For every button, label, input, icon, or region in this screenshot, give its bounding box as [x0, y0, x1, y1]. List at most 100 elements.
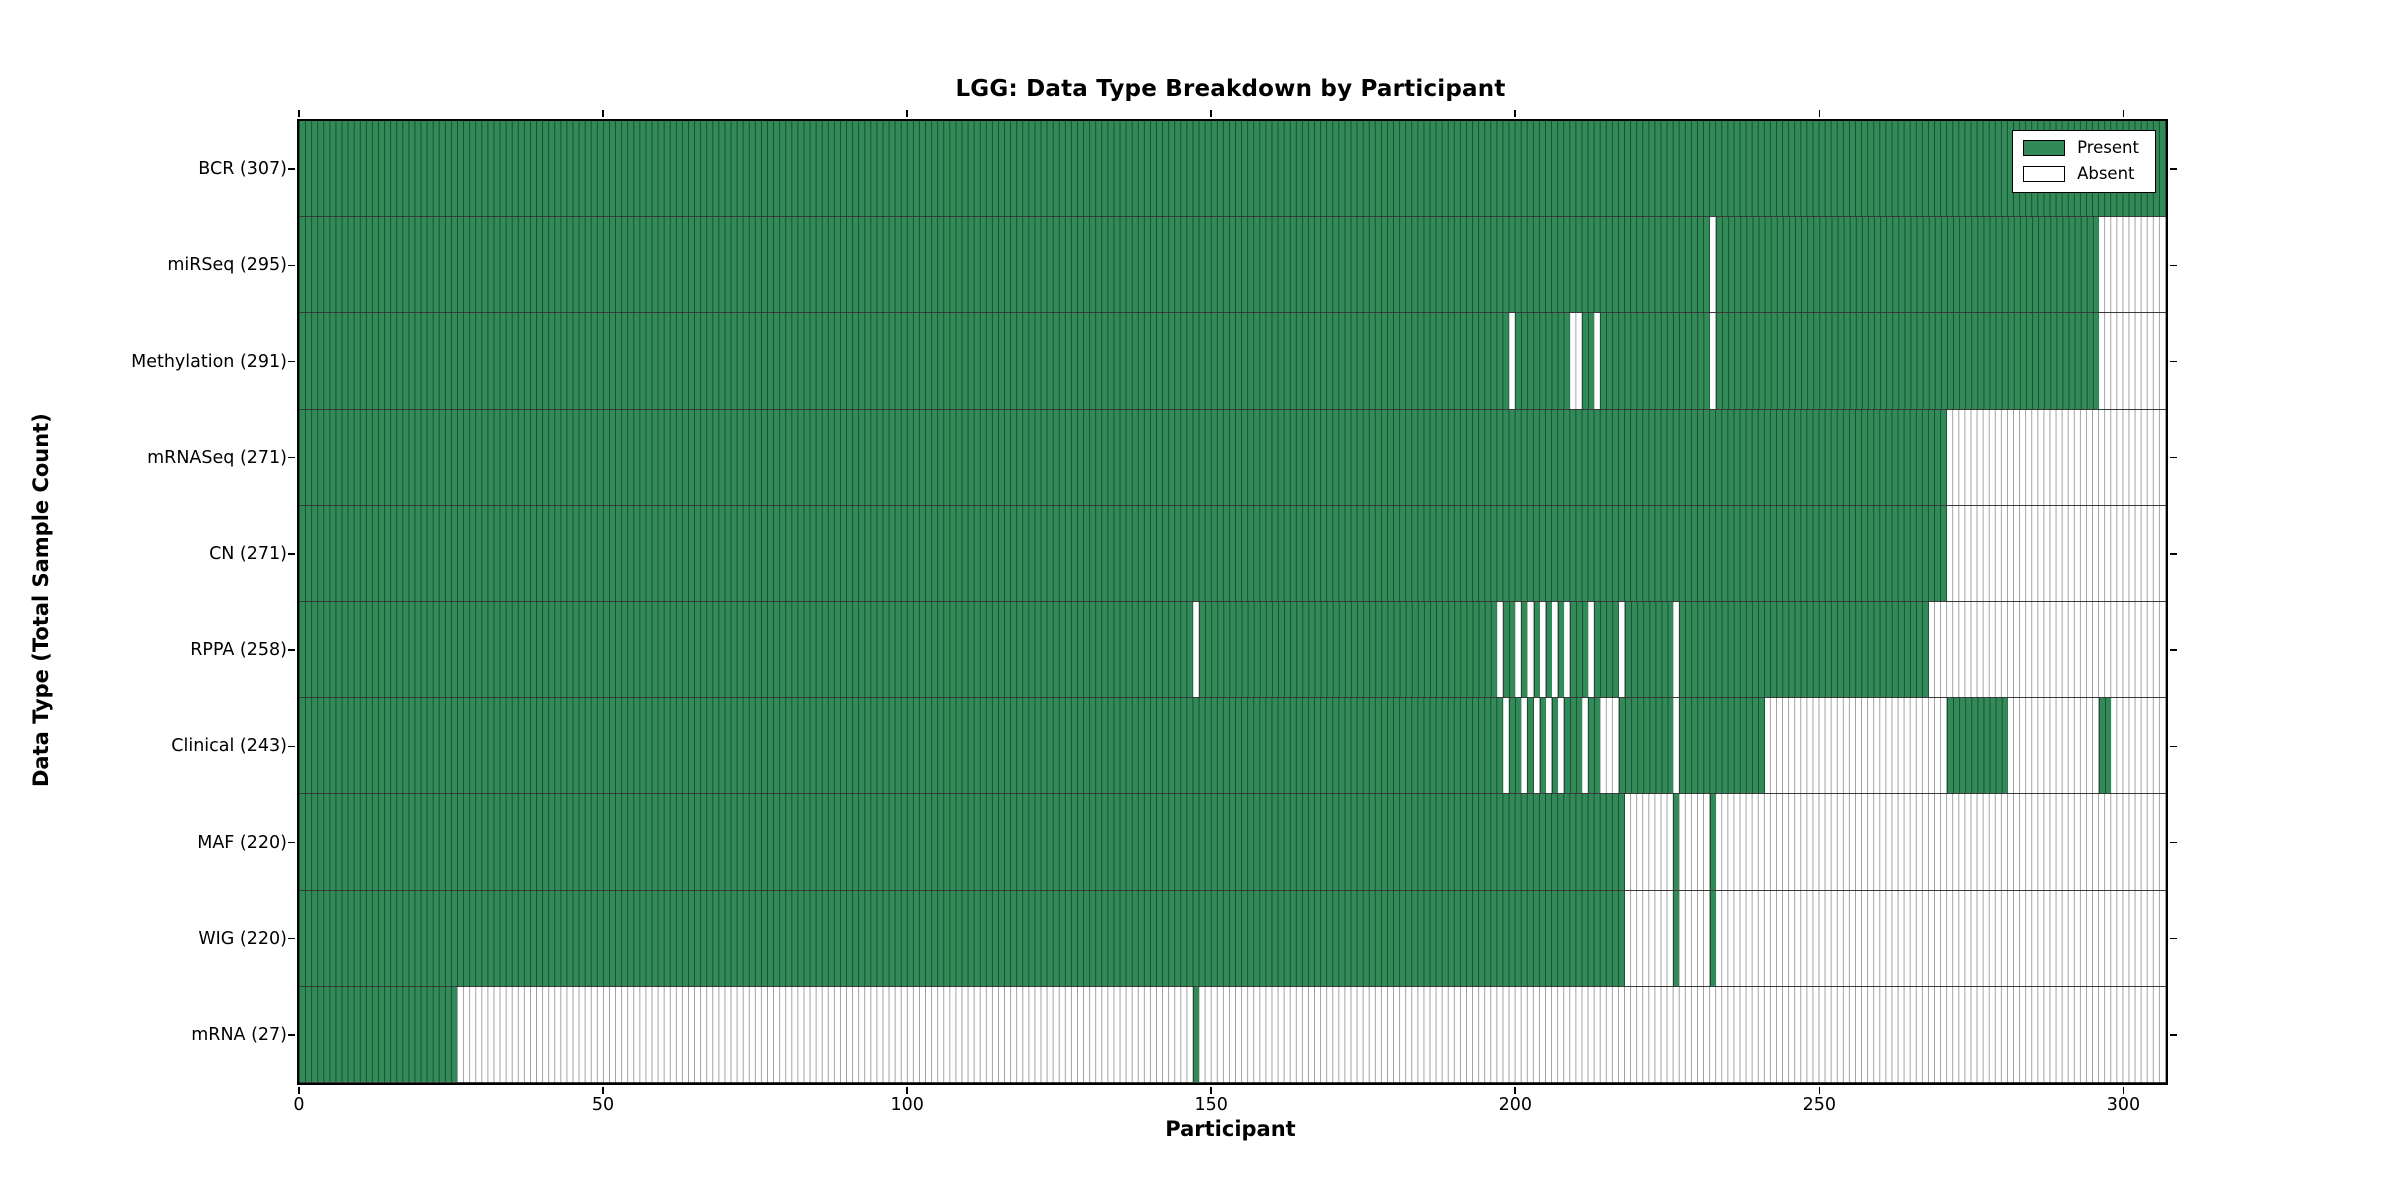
legend-item-present: Present	[2023, 138, 2143, 157]
x-tick-mark	[1514, 1087, 1517, 1094]
x-tick-mark	[298, 110, 300, 117]
present-segment	[2099, 698, 2112, 794]
y-tick-mark	[288, 168, 295, 170]
x-tick-mark	[906, 110, 908, 117]
present-segment	[1533, 602, 1540, 698]
present-segment	[299, 986, 458, 1082]
y-tick-mark	[288, 553, 295, 555]
y-tick-mark	[2170, 1034, 2177, 1036]
heatmap-row-BCR	[299, 121, 2166, 218]
y-tick-mark	[2170, 168, 2177, 170]
present-segment	[299, 217, 1710, 313]
legend-present-patch	[2023, 140, 2066, 157]
present-segment	[1192, 986, 1200, 1082]
present-segment	[1947, 698, 2008, 794]
y-tick-mark	[288, 360, 295, 363]
present-segment	[1509, 698, 1522, 794]
present-segment	[299, 602, 1193, 698]
y-tick-mark	[288, 1034, 295, 1036]
x-tick-label-300: 300	[2106, 1095, 2141, 1115]
present-segment	[1600, 313, 1710, 409]
y-tick-mark	[2170, 456, 2177, 459]
present-segment	[299, 698, 1504, 794]
heatmap-row-miRSeq	[299, 217, 2166, 314]
present-segment	[1624, 602, 1674, 698]
x-tick-mark	[1818, 110, 1821, 117]
present-segment	[1199, 602, 1498, 698]
x-tick-label-50: 50	[591, 1095, 615, 1115]
present-segment	[299, 409, 1948, 505]
present-segment	[1503, 602, 1516, 698]
y-tick-mark	[288, 456, 295, 459]
y-tick-label-MAF: MAF (220)	[197, 832, 287, 853]
y-tick-mark	[2170, 841, 2177, 844]
present-segment	[1563, 698, 1583, 794]
legend-present-label: Present	[2077, 138, 2139, 157]
x-tick-mark	[906, 1087, 908, 1094]
x-tick-label-100: 100	[890, 1095, 924, 1115]
y-tick-mark	[288, 745, 295, 748]
y-tick-label-Clinical: Clinical (243)	[171, 736, 287, 757]
present-segment	[1527, 698, 1534, 794]
present-segment	[1594, 602, 1619, 698]
y-tick-mark	[288, 841, 295, 844]
y-tick-label-WIG: WIG (220)	[198, 928, 287, 949]
present-segment	[1551, 698, 1558, 794]
heatmap-row-mRNA	[299, 986, 2166, 1083]
x-axis-label: Participant	[1165, 1117, 1296, 1141]
present-segment	[1679, 698, 1765, 794]
legend-item-absent: Absent	[2023, 163, 2143, 183]
heatmap-row-RPPA	[299, 602, 2166, 699]
present-segment	[1709, 890, 1716, 986]
heatmap-row-CN	[299, 505, 2166, 602]
legend: Present Absent	[2012, 130, 2156, 193]
x-tick-mark	[1210, 1087, 1212, 1094]
present-segment	[1515, 313, 1570, 409]
y-tick-mark	[2170, 553, 2177, 555]
y-tick-label-RPPA: RPPA (258)	[190, 640, 287, 661]
present-segment	[1570, 602, 1589, 698]
present-segment	[1521, 602, 1528, 698]
heatmap-row-mRNASeq	[299, 409, 2166, 506]
y-tick-mark	[288, 649, 295, 651]
y-tick-label-BCR: BCR (307)	[198, 159, 287, 180]
y-tick-label-mRNASeq: mRNASeq (271)	[147, 447, 287, 468]
x-tick-mark	[602, 1087, 604, 1094]
present-segment	[1539, 698, 1546, 794]
legend-absent-label: Absent	[2077, 163, 2135, 183]
y-tick-label-miRSeq: miRSeq (295)	[167, 255, 287, 276]
x-tick-label-200: 200	[1498, 1095, 1532, 1115]
y-tick-mark	[288, 264, 295, 267]
present-segment	[1545, 602, 1552, 698]
present-segment	[1588, 698, 1601, 794]
present-segment	[1679, 602, 1929, 698]
present-segment	[1715, 217, 2100, 313]
chart-title: LGG: Data Type Breakdown by Participant	[955, 76, 1506, 102]
x-tick-label-150: 150	[1194, 1095, 1228, 1115]
present-segment	[1673, 890, 1680, 986]
y-tick-label-Methylation: Methylation (291)	[131, 351, 287, 372]
x-tick-mark	[1514, 110, 1517, 117]
plot-area: Present Absent BCR (307) miRSeq (295) Meth…	[131, 110, 2177, 1115]
y-tick-mark	[2170, 937, 2177, 940]
heatmap-row-Methylation	[299, 313, 2166, 410]
present-segment	[1709, 794, 1716, 890]
present-segment	[299, 505, 1948, 601]
legend-absent-patch	[2023, 165, 2066, 182]
y-tick-label-CN: CN (271)	[209, 543, 287, 564]
x-tick-label-250: 250	[1802, 1095, 1837, 1115]
heatmap-row-MAF	[299, 794, 2166, 891]
x-tick-label-0: 0	[293, 1095, 305, 1115]
present-segment	[299, 794, 1625, 890]
x-tick-mark	[2122, 110, 2125, 117]
y-tick-mark	[2170, 649, 2177, 651]
present-segment	[1557, 602, 1564, 698]
present-segment	[299, 890, 1625, 986]
y-tick-mark	[2170, 360, 2177, 363]
present-segment	[1618, 698, 1674, 794]
present-segment	[299, 121, 2166, 217]
x-tick-mark	[602, 110, 604, 117]
x-tick-mark	[1210, 110, 1212, 117]
heatmap-row-Clinical	[299, 698, 2166, 795]
